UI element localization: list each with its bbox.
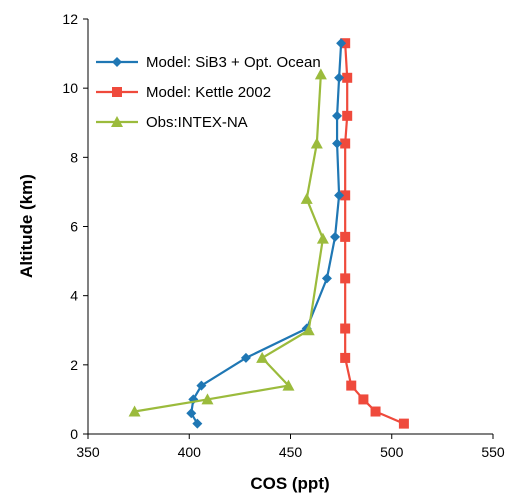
legend-entry: Model: SiB3 + Opt. Ocean [96,54,321,71]
y-tick-label: 12 [62,11,78,27]
y-tick-label: 2 [70,357,78,373]
point-diamond [112,57,122,67]
point-square [342,110,353,121]
point-triangle [316,232,329,244]
legend: Model: SiB3 + Opt. Ocean Model: Kettle 20… [96,54,321,131]
point-triangle [111,116,123,127]
x-tick-label: 500 [380,444,404,460]
x-tick-label: 400 [178,444,202,460]
series-line [344,43,405,425]
y-tick-label: 10 [62,80,78,96]
point-triangle [256,351,269,363]
point-diamond [334,72,345,83]
y-tick-label: 6 [70,219,78,235]
point-diamond [240,352,251,363]
point-diamond [196,380,207,391]
legend-label: Obs:INTEX-NA [146,114,248,131]
point-square [346,380,357,391]
point-diamond [321,273,332,284]
x-tick-label: 350 [76,444,100,460]
point-square [358,394,369,405]
point-square [340,323,351,334]
x-tick-label: 550 [481,444,505,460]
legend-entry: Obs:INTEX-NA [96,114,248,131]
x-tick-label: 450 [279,444,303,460]
x-axis-title: COS (ppt) [250,474,329,493]
point-triangle [300,192,313,204]
y-tick-label: 8 [70,149,78,165]
point-diamond [332,138,343,149]
axis-ticks: 350 400 450 500 550 0 2 4 6 8 10 12 [62,11,504,460]
point-square [342,72,353,83]
point-diamond [334,190,345,201]
point-triangle [314,68,327,80]
point-diamond [336,38,347,49]
point-diamond [186,408,197,419]
series-1 [340,38,409,429]
legend-entry: Model: Kettle 2002 [96,84,271,101]
data-series [128,38,409,429]
y-axis-title: Altitude (km) [17,174,36,278]
point-diamond [332,110,343,121]
point-square [398,418,409,429]
legend-label: Model: SiB3 + Opt. Ocean [146,54,321,71]
legend-label: Model: Kettle 2002 [146,84,271,101]
point-square [340,190,351,201]
point-triangle [302,324,315,336]
point-triangle [310,137,323,149]
plot-frame [87,19,493,435]
y-tick-label: 4 [70,288,78,304]
point-square [340,231,351,242]
point-triangle [282,379,295,391]
point-triangle [201,393,214,405]
y-tick-label: 0 [70,426,78,442]
point-square [340,138,351,149]
point-square [340,273,351,284]
point-square [370,406,381,417]
point-triangle [128,405,141,417]
point-square [112,87,122,97]
series-2 [128,68,329,417]
point-diamond [330,231,341,242]
point-square [340,352,351,363]
point-diamond [192,418,203,429]
